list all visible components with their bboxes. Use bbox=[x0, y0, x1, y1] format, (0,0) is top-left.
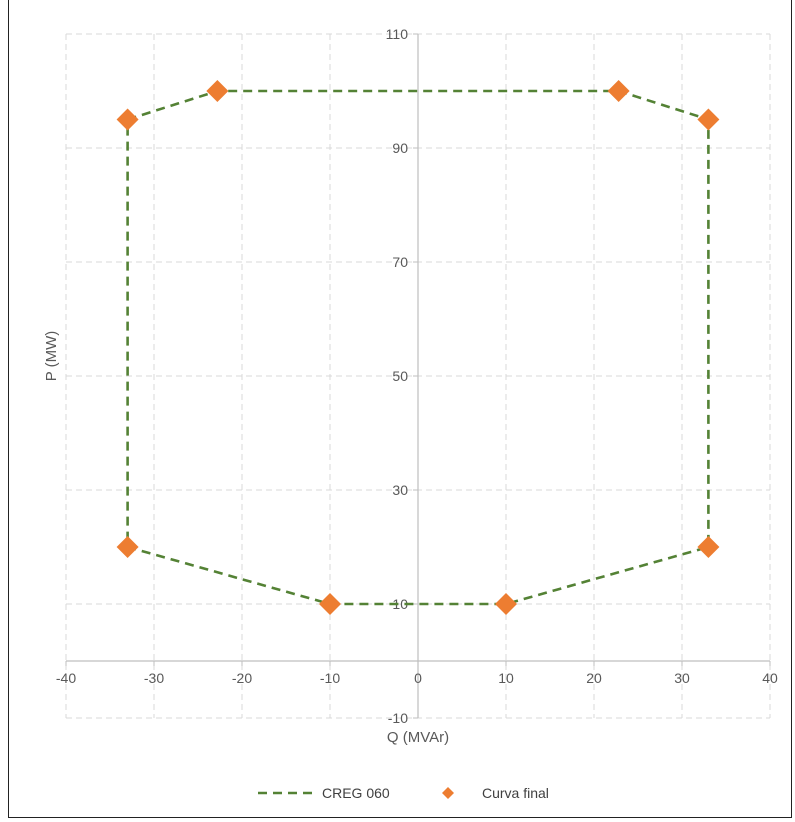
y-axis-title: P (MW) bbox=[43, 331, 60, 382]
data-point-curva-final bbox=[697, 536, 720, 558]
data-point-curva-final bbox=[206, 80, 229, 102]
x-tick-label: -10 bbox=[320, 670, 340, 686]
y-tick-label: 30 bbox=[392, 482, 408, 498]
tick-labels: -40 -30 -20 -10 0 10 20 30 40 -10 10 30 50 70 90 110 bbox=[56, 26, 778, 726]
legend-swatch-curva-final bbox=[442, 787, 454, 799]
y-tick-label: 90 bbox=[392, 140, 408, 156]
x-tick-label: -30 bbox=[144, 670, 164, 686]
series-layer bbox=[116, 80, 720, 615]
x-tick-label: 10 bbox=[498, 670, 514, 686]
x-tick-label: 40 bbox=[762, 670, 778, 686]
series-creg-060-line bbox=[126, 89, 710, 606]
y-tick-label: 50 bbox=[392, 368, 408, 384]
x-tick-label: 30 bbox=[674, 670, 690, 686]
data-point-curva-final bbox=[607, 80, 630, 102]
y-tick-label: -10 bbox=[388, 710, 408, 726]
x-tick-label: -40 bbox=[56, 670, 76, 686]
legend-label-creg-060: CREG 060 bbox=[322, 785, 390, 801]
data-point-curva-final bbox=[116, 536, 139, 558]
x-tick-label: -20 bbox=[232, 670, 252, 686]
data-point-curva-final bbox=[697, 108, 720, 131]
y-tick-label: 110 bbox=[386, 26, 409, 42]
y-tick-label: 70 bbox=[392, 254, 408, 270]
x-tick-label: 20 bbox=[586, 670, 602, 686]
legend-label-curva-final: Curva final bbox=[482, 785, 549, 801]
x-tick-label: 0 bbox=[414, 670, 422, 686]
axes bbox=[65, 33, 771, 719]
data-point-curva-final bbox=[116, 108, 139, 131]
y-tick-label: 10 bbox=[392, 596, 408, 612]
data-point-curva-final bbox=[319, 593, 341, 615]
legend: CREG 060 Curva final bbox=[258, 785, 549, 801]
chart-frame bbox=[8, 0, 792, 818]
data-point-curva-final bbox=[495, 593, 517, 615]
x-axis-title: Q (MVAr) bbox=[387, 729, 449, 746]
